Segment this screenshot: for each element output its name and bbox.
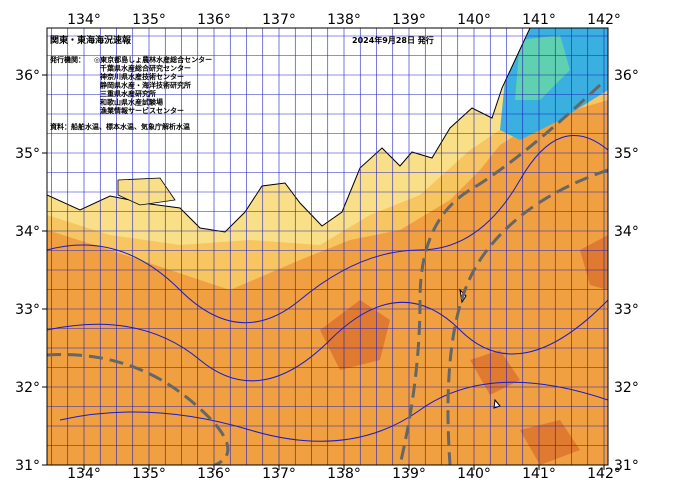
- longitude-label: 141°: [522, 466, 556, 482]
- map-area: [47, 28, 608, 465]
- longitude-label: 141°: [522, 12, 556, 28]
- latitude-label: 35°: [15, 146, 40, 162]
- issuer: 漁業情報サービスセンター: [100, 106, 184, 115]
- latitude-label: 31°: [15, 458, 40, 474]
- latitude-label: 32°: [614, 380, 639, 396]
- issuer: 静岡県水産・海洋技術研究所: [100, 81, 191, 90]
- issuer-label: 発行機関：: [49, 55, 85, 64]
- latitude-label: 33°: [15, 302, 40, 318]
- longitude-label: 137°: [262, 466, 296, 482]
- longitude-label: 136°: [197, 12, 231, 28]
- data-source: 資料：船舶水温、標本水温、気象庁解析水温: [50, 122, 190, 131]
- longitude-label: 142°: [587, 12, 621, 28]
- longitude-label: 142°: [587, 466, 621, 482]
- longitude-label: 137°: [262, 12, 296, 28]
- latitude-label: 35°: [614, 146, 639, 162]
- longitude-label: 138°: [327, 466, 361, 482]
- longitude-label: 134°: [67, 12, 101, 28]
- issuer: ◎東京都島しょ農林水産総合センター: [94, 55, 212, 64]
- longitude-label: 136°: [197, 466, 231, 482]
- latitude-label: 32°: [15, 380, 40, 396]
- warm-patch: [320, 235, 608, 465]
- latitude-label: 31°: [614, 458, 639, 474]
- isotherms: [47, 135, 608, 442]
- grid: [47, 28, 608, 465]
- kuroshio-axis: [47, 83, 608, 465]
- bay: [117, 177, 176, 206]
- longitude-label: 135°: [132, 12, 166, 28]
- issuer: 和歌山県水産試験場: [99, 98, 163, 107]
- longitude-label: 138°: [327, 12, 361, 28]
- axis-labels: 134° 134° 135° 135° 136° 136° 137° 137° 138° 138°…: [15, 12, 639, 482]
- longitude-label: 140°: [457, 12, 491, 28]
- issue-date: 2024年9月28日 発行: [352, 35, 434, 45]
- issuer: 神奈川県水産技術センター: [100, 72, 184, 81]
- longitude-label: 140°: [457, 466, 491, 482]
- map-frame: [46, 27, 609, 466]
- latitude-label: 36°: [614, 68, 639, 84]
- longitude-label: 139°: [392, 466, 426, 482]
- latitude-label: 34°: [614, 224, 639, 240]
- longitude-label: 139°: [392, 12, 426, 28]
- longitude-label: 134°: [67, 466, 101, 482]
- longitude-label: 135°: [132, 466, 166, 482]
- latitude-label: 34°: [15, 224, 40, 240]
- cold-water-core: [515, 35, 570, 100]
- issuer-list: 発行機関： ◎東京都島しょ農林水産総合センター千葉県水産総合研究センター神奈川県水…: [49, 55, 212, 115]
- latitude-label: 33°: [614, 302, 639, 318]
- latitude-label: 36°: [15, 68, 40, 84]
- issuer: 千葉県水産総合研究センター: [100, 64, 191, 73]
- title: 関東・東海海況速報: [50, 34, 132, 46]
- issuer: 三重県水産研究所: [100, 89, 156, 98]
